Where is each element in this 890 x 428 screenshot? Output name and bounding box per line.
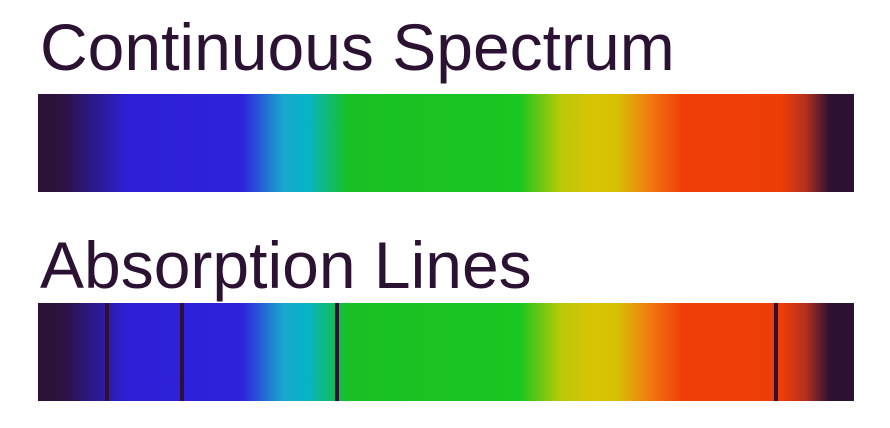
continuous-spectrum-title: Continuous Spectrum	[40, 10, 675, 84]
absorption-line-2	[179, 303, 184, 401]
absorption-lines-title: Absorption Lines	[40, 228, 532, 302]
absorption-line-1	[105, 303, 110, 401]
absorption-line-3	[335, 303, 340, 401]
absorption-spectrum-band	[38, 303, 854, 401]
continuous-spectrum-band	[38, 94, 854, 192]
absorption-line-4	[773, 303, 778, 401]
